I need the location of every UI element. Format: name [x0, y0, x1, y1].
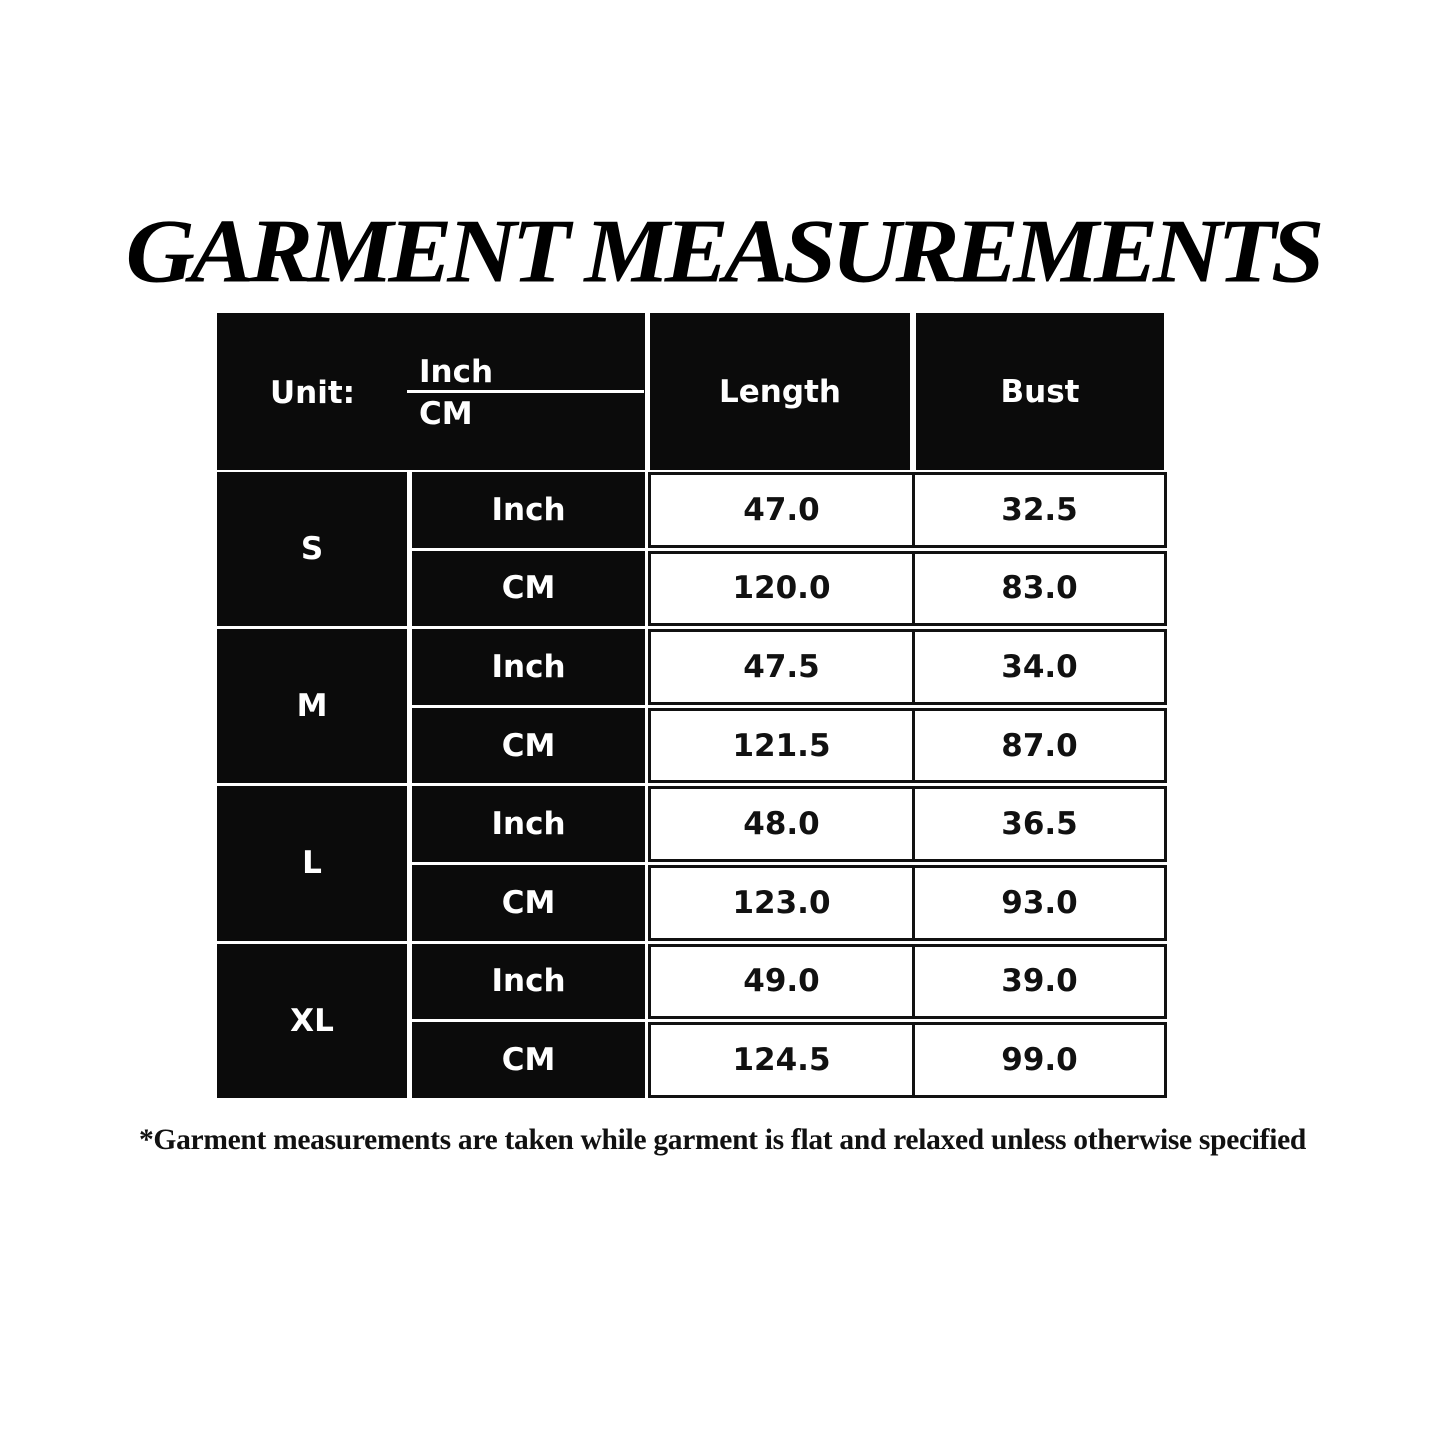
- bust-value: 99.0: [912, 1022, 1167, 1098]
- length-value: 120.0: [648, 550, 915, 627]
- length-value: 48.0: [648, 786, 915, 862]
- length-value: 47.0: [648, 472, 915, 548]
- size-cell: XL: [217, 943, 407, 1098]
- unit-cm-label: CM: [419, 396, 473, 432]
- unit-cell: Inch: [412, 629, 645, 705]
- size-cell: S: [217, 472, 407, 627]
- bust-value: 39.0: [912, 943, 1167, 1020]
- column-header-length: Length: [650, 313, 910, 470]
- unit-label: Unit:: [270, 375, 356, 411]
- length-value: 121.5: [648, 707, 915, 784]
- unit-cell: Inch: [412, 472, 645, 548]
- unit-cell: CM: [412, 865, 645, 941]
- page-title: GARMENT MEASUREMENTS: [125, 199, 1325, 302]
- length-value: 49.0: [648, 943, 915, 1020]
- length-value: 124.5: [648, 1022, 915, 1098]
- unit-cell: CM: [412, 707, 645, 784]
- unit-inch-label: Inch: [419, 354, 494, 390]
- bust-value: 34.0: [912, 629, 1167, 705]
- footnote: *Garment measurements are taken while ga…: [138, 1124, 1307, 1156]
- unit-cell: Inch: [412, 786, 645, 862]
- bust-value: 93.0: [912, 865, 1167, 941]
- bust-value: 83.0: [912, 550, 1167, 627]
- unit-cell: CM: [412, 1022, 645, 1098]
- length-value: 123.0: [648, 865, 915, 941]
- unit-cell: Inch: [412, 943, 645, 1020]
- bust-value: 87.0: [912, 707, 1167, 784]
- column-header-bust: Bust: [916, 313, 1164, 470]
- length-value: 47.5: [648, 629, 915, 705]
- unit-cell: CM: [412, 550, 645, 627]
- bust-value: 32.5: [912, 472, 1167, 548]
- size-cell: M: [217, 629, 407, 784]
- unit-divider: [407, 390, 644, 393]
- size-cell: L: [217, 786, 407, 941]
- bust-value: 36.5: [912, 786, 1167, 862]
